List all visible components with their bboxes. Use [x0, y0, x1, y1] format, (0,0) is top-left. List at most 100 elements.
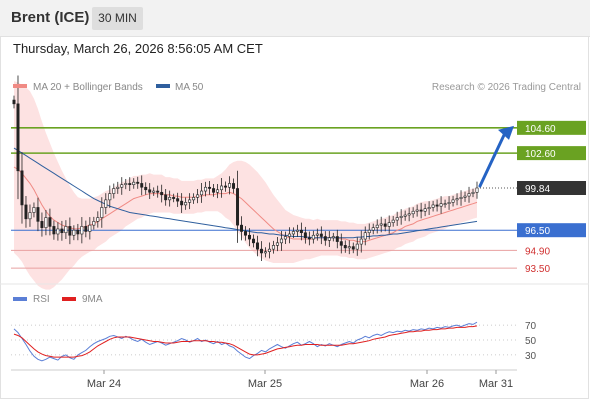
candle [152, 190, 156, 193]
candle [359, 238, 363, 245]
rsi-line [13, 321, 478, 362]
candle [459, 197, 463, 199]
candle [168, 197, 172, 201]
candle [451, 199, 455, 203]
candle [407, 213, 411, 216]
rsi-tick-50: 50 [525, 336, 537, 347]
legend-ma50-label: MA 50 [175, 82, 204, 93]
candle [188, 199, 192, 203]
candle [132, 181, 136, 186]
level-tag-104.60 [517, 120, 586, 135]
candle [108, 193, 112, 201]
legend-rsi-swatch [13, 297, 27, 301]
level-label-93.50: 93.50 [525, 264, 550, 275]
rsi-tick-30: 30 [525, 351, 537, 362]
candle [463, 195, 467, 198]
timeframe-button[interactable]: 30 MIN [92, 7, 143, 30]
candle [124, 183, 128, 186]
candle [311, 234, 315, 240]
candle [28, 212, 32, 220]
candle [435, 204, 439, 207]
chart-datetime: Thursday, March 26, 2026 8:56:05 AM CET [13, 41, 263, 56]
x-tick-label-3: Mar 31 [479, 378, 513, 390]
candle [291, 231, 295, 235]
candle [379, 223, 383, 226]
x-tick-label-0: Mar 24 [87, 378, 121, 390]
candle [116, 186, 120, 189]
candle [295, 229, 299, 232]
candle [120, 184, 124, 188]
candle [423, 208, 427, 212]
candle [327, 237, 331, 241]
candle [72, 229, 76, 236]
candle [283, 236, 287, 240]
candle [224, 185, 228, 188]
candle [52, 226, 56, 235]
last-price-tag [517, 180, 586, 195]
candle [259, 248, 263, 254]
candle [263, 251, 267, 254]
candle [248, 234, 251, 240]
candle [427, 207, 431, 210]
candle [331, 236, 335, 239]
candle [84, 226, 88, 232]
candle [271, 245, 275, 250]
candle [415, 209, 419, 212]
candle [339, 241, 343, 246]
candle [216, 189, 220, 193]
candle [36, 207, 40, 222]
legend-ma50-swatch [156, 84, 170, 88]
candle [40, 221, 44, 228]
instrument-title: Brent (ICE) [11, 9, 90, 26]
candle [240, 224, 243, 232]
candle [196, 194, 200, 198]
candle [363, 232, 367, 240]
candle [455, 198, 459, 201]
candle [68, 226, 72, 236]
candle [56, 228, 60, 235]
candle [232, 183, 236, 189]
candle [104, 199, 108, 208]
candle [48, 217, 52, 227]
candle [44, 217, 48, 228]
candle [76, 229, 80, 235]
candle [475, 187, 479, 193]
candle [172, 197, 176, 199]
last-price-label: 99.84 [525, 184, 550, 195]
x-tick-label-1: Mar 25 [248, 378, 282, 390]
candle [347, 246, 351, 249]
candle [112, 188, 116, 194]
candle [251, 238, 255, 244]
candle [164, 194, 168, 201]
candle [411, 210, 415, 215]
legend-ma20-swatch [13, 84, 27, 88]
candle [192, 197, 196, 201]
level-label-104.60: 104.60 [525, 124, 556, 135]
candle [212, 188, 216, 193]
rsi-legend: RSI 9MA [13, 294, 103, 305]
candle [307, 237, 311, 240]
candle [20, 170, 24, 206]
candle [144, 186, 148, 191]
rsi-ma9-line [13, 325, 478, 358]
candle [60, 228, 64, 234]
candle [100, 207, 104, 218]
candle [467, 193, 471, 197]
candle [315, 233, 319, 236]
candle [375, 224, 379, 228]
candle [299, 229, 303, 234]
candle [180, 200, 184, 206]
candle [399, 215, 403, 218]
candle [371, 227, 375, 231]
legend-9ma-swatch [62, 297, 76, 301]
level-tag-96.50 [517, 223, 586, 238]
candle [136, 181, 140, 184]
forecast-arrow-head [498, 125, 514, 140]
candle [387, 222, 391, 227]
candle [383, 223, 387, 227]
legend-9ma-label: 9MA [82, 294, 103, 305]
candle [176, 198, 180, 202]
candle [128, 183, 132, 186]
candle [184, 202, 188, 206]
